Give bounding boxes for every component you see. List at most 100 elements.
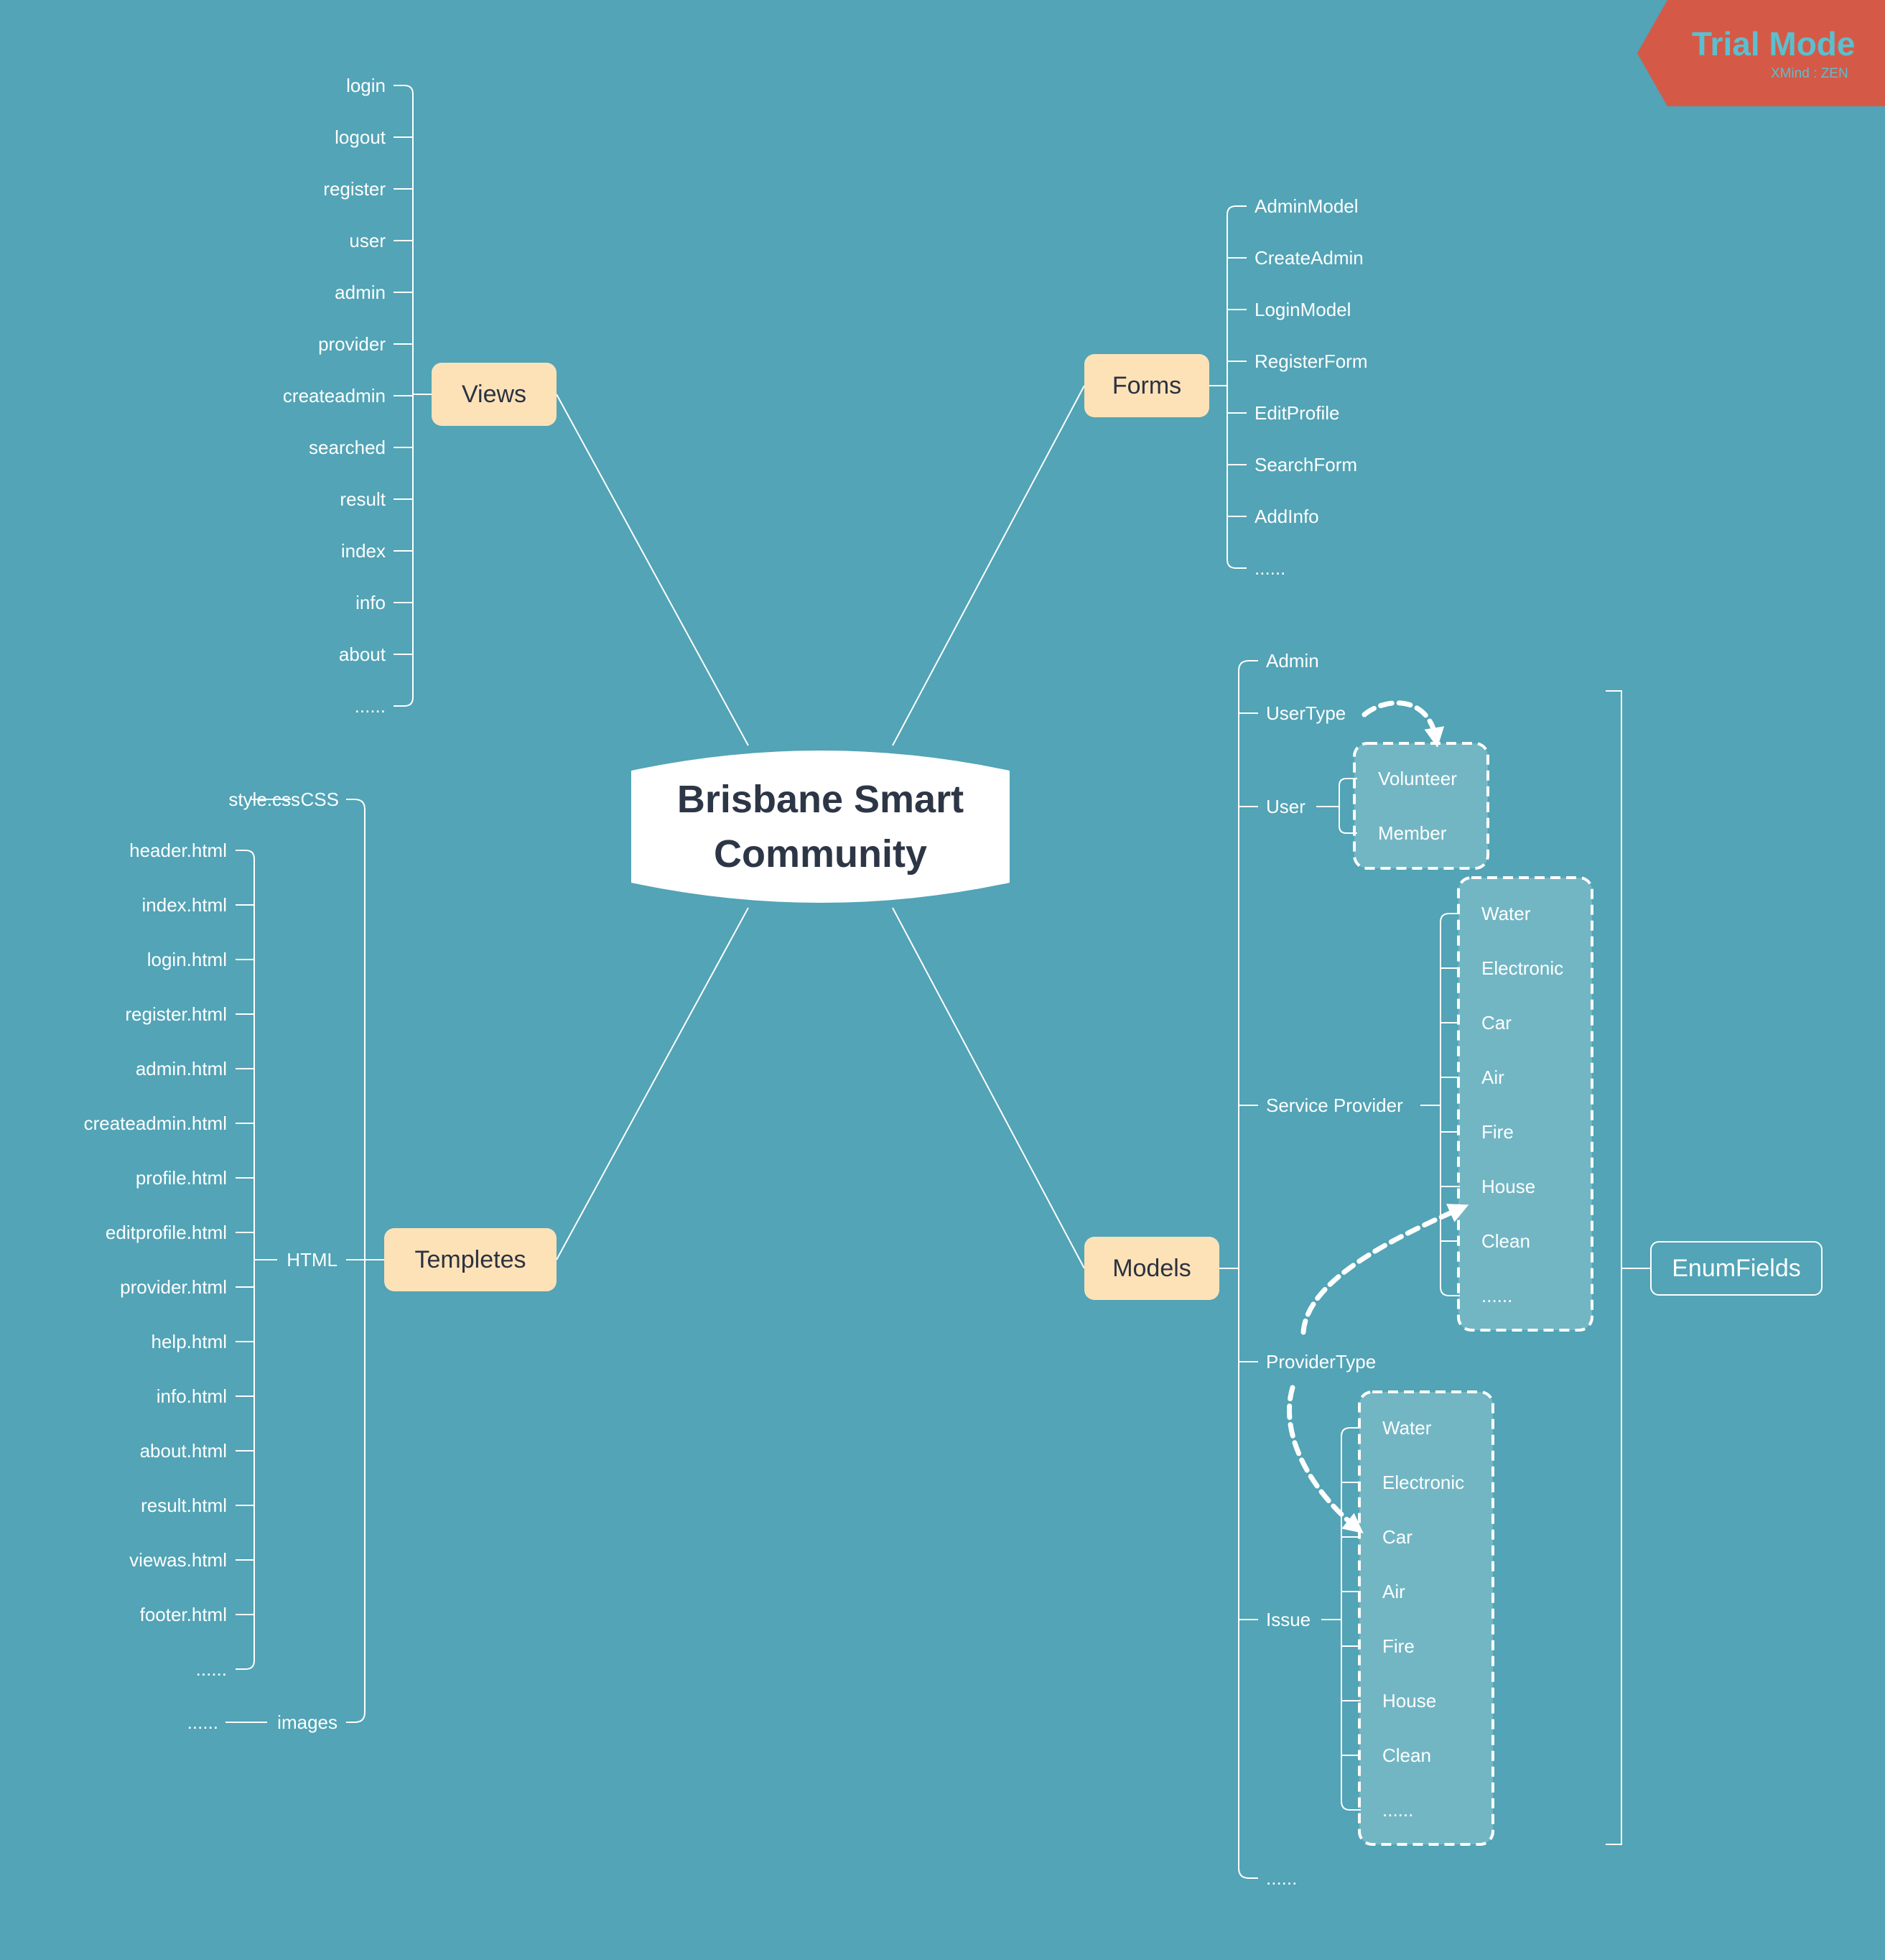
service-provider-item-0[interactable]: Water: [1481, 903, 1531, 924]
models-child-more[interactable]: ......: [1266, 1867, 1298, 1889]
central-topic-shape: [631, 751, 1010, 903]
html-item-4[interactable]: admin.html: [135, 1058, 227, 1079]
trial-subtitle: XMind : ZEN: [1771, 66, 1848, 81]
views-item-1[interactable]: logout: [335, 126, 386, 148]
models-child-admin[interactable]: Admin: [1266, 650, 1319, 672]
service-provider-item-7[interactable]: ......: [1481, 1285, 1513, 1306]
issue-item-4[interactable]: Fire: [1382, 1635, 1415, 1657]
views-item-4[interactable]: admin: [335, 282, 386, 303]
user-item-0[interactable]: Volunteer: [1378, 768, 1457, 789]
central-to-views: [556, 394, 749, 746]
central-topic-line-2: Community: [714, 832, 927, 876]
central-to-models: [892, 907, 1085, 1269]
css-topic[interactable]: CSS: [300, 789, 339, 810]
trial-banner: [1637, 0, 1885, 106]
html-item-13[interactable]: viewas.html: [129, 1549, 227, 1571]
issue-item-6[interactable]: Clean: [1382, 1745, 1431, 1766]
images-child-more[interactable]: ......: [187, 1711, 218, 1733]
issue-item-1[interactable]: Electronic: [1382, 1472, 1465, 1493]
forms-item-7[interactable]: ......: [1255, 557, 1286, 579]
forms-item-3[interactable]: RegisterForm: [1255, 350, 1368, 372]
views-item-6[interactable]: createadmin: [282, 385, 386, 407]
trial-title: Trial Mode: [1692, 25, 1856, 62]
html-item-0[interactable]: header.html: [129, 840, 227, 861]
central-to-templetes: [556, 907, 749, 1260]
service-provider-item-2[interactable]: Car: [1481, 1012, 1512, 1034]
html-item-11[interactable]: about.html: [139, 1440, 227, 1462]
views-item-0[interactable]: login: [346, 75, 386, 96]
html-item-8[interactable]: provider.html: [120, 1276, 227, 1298]
html-item-12[interactable]: result.html: [141, 1495, 227, 1516]
central-topic[interactable]: Brisbane Smart Community: [628, 742, 1013, 911]
views-item-5[interactable]: provider: [318, 333, 386, 355]
user-item-1[interactable]: Member: [1378, 822, 1447, 844]
central-topic-line-1: Brisbane Smart: [676, 778, 964, 821]
models-bracket: [1238, 660, 1258, 1879]
providertype-to-issue-arrow: [1287, 1385, 1364, 1534]
service-provider-item-6[interactable]: Clean: [1481, 1230, 1530, 1252]
service-provider-item-1[interactable]: Electronic: [1481, 957, 1564, 979]
html-item-5[interactable]: createadmin.html: [83, 1113, 227, 1134]
templetes-topic[interactable]: Templetes: [384, 1228, 557, 1291]
templetes-topic-label: Templetes: [414, 1245, 526, 1273]
html-bracket: [236, 850, 255, 1670]
views-item-9[interactable]: index: [340, 540, 386, 562]
forms-topic[interactable]: Forms: [1084, 354, 1209, 417]
issue-bracket: [1341, 1427, 1361, 1811]
forms-item-1[interactable]: CreateAdmin: [1255, 247, 1364, 269]
providertype-to-service-provider-arrow: [1300, 1204, 1469, 1335]
issue-item-3[interactable]: Air: [1382, 1581, 1405, 1602]
central-to-forms: [892, 385, 1085, 746]
views-item-11[interactable]: about: [338, 644, 386, 665]
html-item-14[interactable]: footer.html: [139, 1604, 227, 1625]
views-topic[interactable]: Views: [432, 363, 557, 426]
views-item-12[interactable]: ......: [354, 695, 386, 717]
forms-item-4[interactable]: EditProfile: [1255, 402, 1340, 424]
issue-boundary: [1358, 1390, 1494, 1846]
service-provider-item-3[interactable]: Air: [1481, 1067, 1504, 1088]
templetes-bracket: [346, 799, 366, 1723]
html-item-15[interactable]: ......: [195, 1658, 227, 1680]
models-child-user[interactable]: User: [1266, 796, 1305, 817]
html-item-3[interactable]: register.html: [125, 1003, 227, 1025]
models-child-providertype[interactable]: ProviderType: [1266, 1351, 1377, 1373]
service-provider-boundary: [1457, 876, 1593, 1332]
issue-item-2[interactable]: Car: [1382, 1526, 1412, 1548]
html-topic[interactable]: HTML: [287, 1249, 338, 1271]
models-topic-label: Models: [1112, 1254, 1191, 1282]
html-item-10[interactable]: info.html: [156, 1385, 227, 1407]
issue-item-5[interactable]: House: [1382, 1690, 1437, 1711]
views-item-7[interactable]: searched: [309, 437, 386, 458]
forms-item-6[interactable]: AddInfo: [1255, 506, 1319, 527]
html-item-7[interactable]: editprofile.html: [105, 1222, 227, 1243]
forms-item-2[interactable]: LoginModel: [1255, 299, 1351, 320]
views-item-10[interactable]: info: [355, 592, 386, 613]
service-provider-item-5[interactable]: House: [1481, 1176, 1536, 1197]
html-item-2[interactable]: login.html: [146, 949, 227, 970]
forms-topic-label: Forms: [1112, 371, 1182, 399]
html-item-6[interactable]: profile.html: [135, 1167, 227, 1189]
usertype-to-user-arrow: [1362, 700, 1445, 748]
issue-item-7[interactable]: ......: [1382, 1799, 1414, 1821]
views-item-8[interactable]: result: [340, 488, 386, 510]
views-item-3[interactable]: user: [349, 230, 386, 251]
service-provider-bracket: [1440, 913, 1460, 1296]
enumfields-summary[interactable]: EnumFields: [1650, 1241, 1823, 1296]
html-item-9[interactable]: help.html: [151, 1331, 228, 1352]
images-topic[interactable]: images: [277, 1711, 338, 1733]
forms-item-5[interactable]: SearchForm: [1255, 454, 1358, 475]
forms-item-0[interactable]: AdminModel: [1255, 195, 1359, 217]
models-child-issue[interactable]: Issue: [1266, 1609, 1311, 1630]
models-topic[interactable]: Models: [1084, 1237, 1219, 1300]
models-child-usertype[interactable]: UserType: [1266, 702, 1346, 724]
service-provider-item-4[interactable]: Fire: [1481, 1121, 1514, 1143]
models-child-service-provider[interactable]: Service Provider: [1266, 1095, 1403, 1116]
issue-item-0[interactable]: Water: [1382, 1417, 1432, 1439]
html-item-1[interactable]: index.html: [141, 894, 228, 916]
css-file-style[interactable]: style.css: [228, 789, 300, 810]
views-item-2[interactable]: register: [323, 178, 386, 200]
enum-summary-bracket: [1606, 690, 1622, 1845]
views-topic-label: Views: [461, 380, 527, 408]
